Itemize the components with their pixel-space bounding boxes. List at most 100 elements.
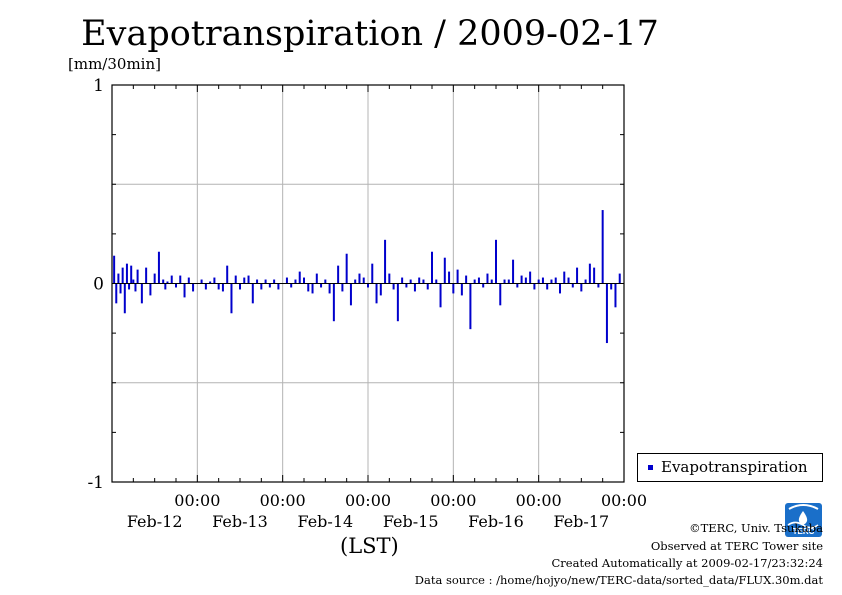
bar — [320, 283, 323, 288]
bar — [546, 283, 549, 290]
bar — [230, 283, 233, 314]
x-tick-date-label: Feb-17 — [553, 512, 609, 531]
bar — [435, 279, 438, 284]
credit-data-source: Data source : /home/hojyo/new/TERC-data/… — [414, 573, 823, 587]
bar — [315, 273, 318, 284]
x-tick-date-label: Feb-16 — [468, 512, 524, 531]
bar — [328, 283, 331, 294]
y-tick-label: 1 — [93, 76, 104, 96]
bar — [153, 273, 156, 284]
chart-title: Evapotranspiration / 2009-02-17 — [81, 14, 659, 54]
bar — [125, 263, 128, 284]
bar — [367, 283, 369, 288]
bar — [422, 279, 425, 284]
x-axis-label: (LST) — [340, 534, 399, 558]
bar — [115, 283, 118, 304]
bar — [298, 271, 301, 284]
bar — [418, 277, 421, 284]
bar — [341, 283, 344, 292]
bar — [354, 279, 357, 284]
x-tick-time-label: 00:00 — [601, 491, 647, 510]
bar — [439, 283, 442, 308]
bar — [128, 283, 131, 290]
x-tick-time-label: 00:00 — [345, 491, 391, 510]
bar — [260, 283, 263, 290]
bar — [482, 283, 485, 288]
bar — [170, 275, 173, 284]
bar — [431, 251, 433, 284]
bar — [593, 267, 596, 284]
bar — [413, 283, 416, 292]
bar — [559, 283, 561, 294]
bar — [486, 273, 489, 284]
bar — [243, 277, 246, 284]
x-tick-labels: 00:00 Feb-12 00:00 Feb-13 00:00 Feb-14 00:00 Fe… — [127, 491, 647, 531]
bar — [175, 283, 177, 288]
bar — [140, 283, 143, 304]
bar — [226, 265, 229, 284]
bar — [495, 239, 497, 284]
bar — [145, 267, 148, 284]
bar — [337, 265, 340, 284]
bar — [580, 283, 583, 292]
bar — [571, 283, 574, 288]
bar — [473, 279, 476, 284]
bar — [113, 255, 116, 284]
bar — [503, 279, 506, 284]
bar — [192, 283, 195, 292]
bar — [443, 257, 446, 284]
bar — [349, 283, 352, 306]
svg-text:TERC: TERC — [793, 527, 815, 536]
bar — [452, 283, 455, 294]
bar — [379, 283, 382, 296]
bar — [311, 283, 314, 294]
bar — [392, 283, 395, 290]
bar — [234, 275, 237, 284]
bar — [123, 283, 126, 314]
legend: Evapotranspiration — [637, 453, 823, 482]
x-tick-date-label: Feb-14 — [297, 512, 353, 531]
bar — [529, 271, 532, 284]
x-tick-date-label: Feb-15 — [383, 512, 439, 531]
x-tick-time-label: 00:00 — [174, 491, 220, 510]
bar — [164, 283, 167, 290]
bar — [166, 281, 169, 284]
bar — [477, 277, 480, 284]
bar — [533, 283, 536, 290]
bar — [601, 210, 604, 284]
bar — [584, 279, 587, 284]
x-tick-time-label: 00:00 — [430, 491, 476, 510]
bar — [179, 275, 182, 284]
bar — [117, 273, 120, 284]
bar — [550, 279, 553, 284]
bar — [563, 271, 566, 284]
credit-copyright: ©TERC, Univ. Tsukuba — [689, 521, 823, 535]
bar — [221, 283, 224, 292]
bar — [507, 279, 510, 284]
bar — [618, 273, 621, 284]
bar — [307, 283, 310, 292]
bar — [576, 267, 579, 284]
bar — [132, 279, 135, 284]
bar — [614, 283, 617, 308]
bar — [460, 283, 463, 296]
bar — [217, 283, 220, 290]
x-tick-time-label: 00:00 — [260, 491, 306, 510]
bar — [388, 273, 391, 284]
bar — [469, 283, 472, 330]
bar — [204, 283, 207, 290]
bar — [247, 275, 250, 284]
bar-series — [113, 210, 621, 344]
bar — [239, 283, 241, 290]
bar — [273, 279, 276, 284]
bar — [134, 283, 137, 292]
bar — [499, 283, 502, 306]
y-axis-unit-label: [mm/30min] — [68, 55, 161, 73]
bar — [121, 267, 124, 284]
bar — [554, 277, 557, 284]
bar — [541, 277, 544, 284]
bar — [130, 265, 133, 284]
axes — [111, 84, 625, 483]
legend-label: Evapotranspiration — [661, 458, 808, 476]
